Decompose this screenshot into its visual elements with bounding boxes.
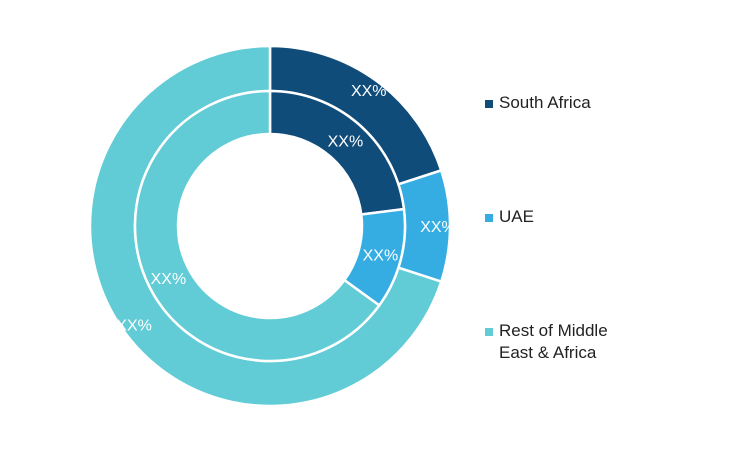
legend-item-rest-of-mea[interactable]: Rest of Middle East & Africa — [485, 320, 735, 364]
outer-slice-label-0: XX% — [351, 83, 387, 100]
legend-swatch-uae — [485, 214, 493, 222]
legend-item-uae[interactable]: UAE — [485, 206, 735, 228]
inner-slice-label-0: XX% — [328, 133, 364, 150]
slice-labels: XX% XX% XX% XX% XX% XX% — [116, 83, 455, 335]
inner-ring — [133, 89, 407, 363]
inner-slice-label-1: XX% — [363, 247, 399, 264]
outer-slice-label-2: XX% — [116, 318, 152, 335]
legend-swatch-rest-of-mea — [485, 328, 493, 336]
legend-item-south-africa[interactable]: South Africa — [485, 92, 735, 114]
legend-label-south-africa: South Africa — [499, 93, 591, 112]
legend-label-uae: UAE — [499, 207, 534, 226]
legend-swatch-south-africa — [485, 100, 493, 108]
legend-label-line-1: Rest of Middle — [499, 321, 608, 340]
inner-slice-2 — [133, 89, 381, 363]
inner-slice-label-2: XX% — [151, 271, 187, 288]
legend-label-rest-of-mea: Rest of Middle East & Africa — [499, 320, 608, 364]
outer-slice-label-1: XX% — [420, 219, 456, 236]
legend-label-line-2: East & Africa — [499, 343, 597, 362]
